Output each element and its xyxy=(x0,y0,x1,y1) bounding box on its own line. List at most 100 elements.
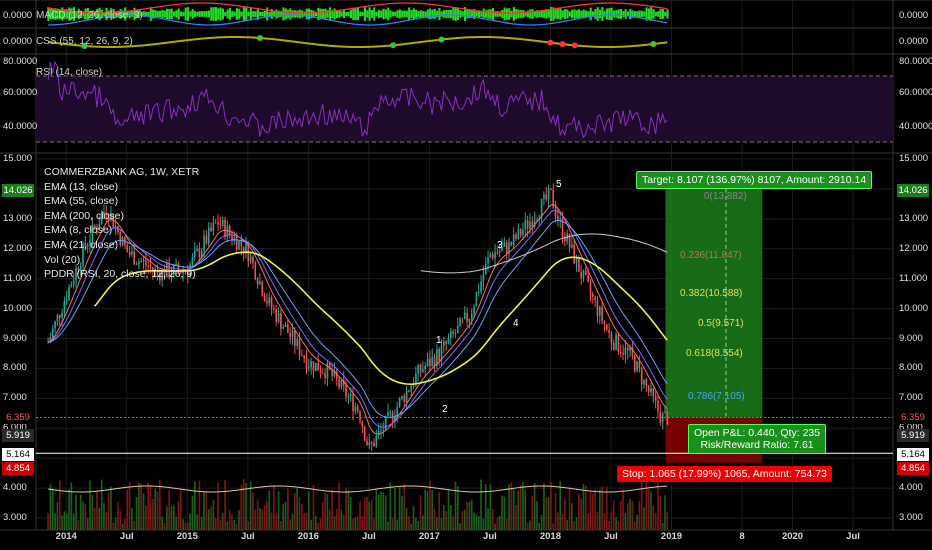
volume-bar-189 xyxy=(487,508,489,530)
macd-bar-229 xyxy=(580,10,583,18)
rsi-left-40: 40.0000 xyxy=(3,121,38,132)
macd-bar-171 xyxy=(445,9,448,19)
macd-bar-125 xyxy=(338,10,341,18)
macd-bar-141 xyxy=(375,11,378,17)
css-dot-5 xyxy=(559,41,566,48)
candle-body-225 xyxy=(571,244,573,248)
macd-bar-49 xyxy=(161,9,164,19)
time-tick-0: 2014 xyxy=(55,531,77,542)
candle-body-79 xyxy=(231,234,233,241)
volume-bar-61 xyxy=(189,513,191,530)
volume-bar-211 xyxy=(538,523,541,530)
macd-bar-62 xyxy=(191,9,194,19)
css-dot-4 xyxy=(547,39,554,46)
candle-body-87 xyxy=(249,256,252,262)
volume-bar-95 xyxy=(268,490,271,530)
volume-bar-63 xyxy=(193,481,196,530)
macd-bar-210 xyxy=(536,10,539,18)
volume-bar-76 xyxy=(224,480,226,530)
candle-body-18 xyxy=(89,240,91,245)
macd-bar-157 xyxy=(412,8,415,20)
macd-bar-16 xyxy=(84,8,87,20)
volume-bar-179 xyxy=(463,509,466,530)
macd-bar-243 xyxy=(612,10,616,18)
candle-body-34 xyxy=(126,245,129,253)
volume-bar-40 xyxy=(140,483,143,530)
macd-bar-120 xyxy=(326,10,329,18)
legend-vol: Vol (20) xyxy=(44,253,81,266)
volume-bar-228 xyxy=(578,493,580,530)
time-tick-7: Jul xyxy=(483,531,497,542)
price-tick-yl-3: 12.000 xyxy=(899,242,929,254)
candle-body-83 xyxy=(240,240,243,247)
legend-pddr: PDDR (RSI, 20, close, 12, 26, 9) xyxy=(44,268,196,281)
candle-body-68 xyxy=(205,235,208,244)
macd-bar-127 xyxy=(342,9,346,19)
candle-body-16 xyxy=(84,243,87,247)
volume-bar-14 xyxy=(79,494,82,530)
volume-bar-229 xyxy=(580,498,582,530)
macd-bar-261 xyxy=(654,11,657,17)
candle-body-27 xyxy=(110,213,112,220)
macd-bar-223 xyxy=(566,9,569,19)
candle-body-12 xyxy=(75,267,77,281)
macd-bar-186 xyxy=(480,11,483,17)
candle-body-121 xyxy=(328,362,331,370)
css-dot-0 xyxy=(81,42,88,49)
candle-body-219 xyxy=(557,215,559,220)
candle-body-218 xyxy=(554,207,557,216)
volume-bar-37 xyxy=(133,520,136,530)
candle-body-108 xyxy=(298,339,301,356)
left-tag-5919: 5.919 xyxy=(2,429,34,442)
right-tag-5919: 5.919 xyxy=(897,429,929,442)
volume-bar-247 xyxy=(622,489,624,530)
macd-bar-204 xyxy=(522,9,525,19)
macd-bar-250 xyxy=(629,8,632,20)
candle-body-92 xyxy=(261,281,264,296)
macd-bar-78 xyxy=(228,7,231,21)
volume-bar-74 xyxy=(219,520,222,530)
macd-bar-66 xyxy=(200,11,204,17)
volume-bar-203 xyxy=(519,485,522,530)
macd-bar-161 xyxy=(422,11,425,17)
macd-bar-140 xyxy=(373,7,376,21)
right-tag-6359: 6.359 xyxy=(897,411,929,424)
volume-bar-130 xyxy=(349,497,352,530)
candle-body-143 xyxy=(380,429,382,431)
candle-body-141 xyxy=(375,435,378,447)
volume-bar-257 xyxy=(645,482,648,530)
macd-bar-138 xyxy=(368,7,371,21)
macd-bar-222 xyxy=(564,9,567,19)
candle-body-251 xyxy=(631,347,634,356)
macd-bar-54 xyxy=(172,11,176,17)
macd-bar-175 xyxy=(454,7,457,21)
macd-bar-195 xyxy=(501,9,504,19)
volume-bar-141 xyxy=(375,488,378,530)
macd-bar-112 xyxy=(308,8,311,20)
candle-body-62 xyxy=(191,257,194,265)
candle-body-111 xyxy=(305,358,308,369)
volume-bar-222 xyxy=(564,499,566,530)
candle-body-258 xyxy=(647,385,650,393)
macd-bar-254 xyxy=(638,10,641,18)
volume-bar-260 xyxy=(652,505,655,530)
volume-bar-6 xyxy=(61,515,63,530)
macd-bar-86 xyxy=(247,11,250,17)
macd-bar-146 xyxy=(387,7,390,21)
volume-bar-187 xyxy=(482,518,485,530)
macd-bar-89 xyxy=(254,11,257,17)
macd-bar-262 xyxy=(657,11,660,17)
css-dot-2 xyxy=(390,42,397,49)
macd-bar-93 xyxy=(263,10,266,18)
candle-body-132 xyxy=(354,406,357,412)
candle-body-67 xyxy=(203,235,205,251)
volume-bar-124 xyxy=(335,508,338,530)
candle-body-185 xyxy=(477,291,480,293)
macd-bar-199 xyxy=(510,10,513,18)
rsi-band xyxy=(36,76,893,142)
ema8-line xyxy=(47,204,668,435)
candle-body-48 xyxy=(159,272,161,281)
macd-bar-147 xyxy=(389,10,392,18)
volume-bar-62 xyxy=(191,495,194,530)
volume-bar-251 xyxy=(631,500,634,530)
